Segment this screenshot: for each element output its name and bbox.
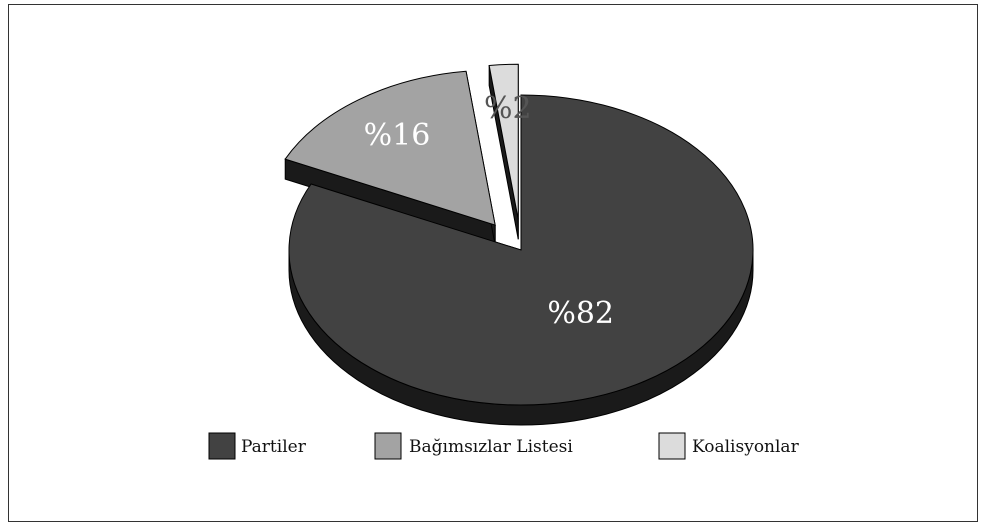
pie-tops xyxy=(284,63,754,406)
legend-swatch-koalisyonlar xyxy=(658,432,686,460)
pie-labels: %82 %16 %2 xyxy=(364,91,614,331)
legend: Partiler Bağımsızlar Listesi Koalisyonla… xyxy=(208,432,800,460)
legend-swatch-bagimsizlar xyxy=(374,432,402,460)
legend-label-partiler: Partiler xyxy=(241,437,307,457)
legend-label-koalisyonlar: Koalisyonlar xyxy=(692,437,800,457)
legend-swatch-partiler xyxy=(208,432,236,460)
slice-label-koalisyonlar: %2 xyxy=(484,91,532,126)
slice-label-partiler: %82 xyxy=(547,296,614,331)
slice-label-bagimsizlar: %16 xyxy=(364,118,431,153)
pie-slice-bagimsizlar xyxy=(284,70,496,226)
legend-label-bagimsizlar: Bağımsızlar Listesi xyxy=(409,437,573,457)
pie-slice-koalisyonlar xyxy=(488,63,519,220)
pie-slice-partiler xyxy=(288,94,754,406)
